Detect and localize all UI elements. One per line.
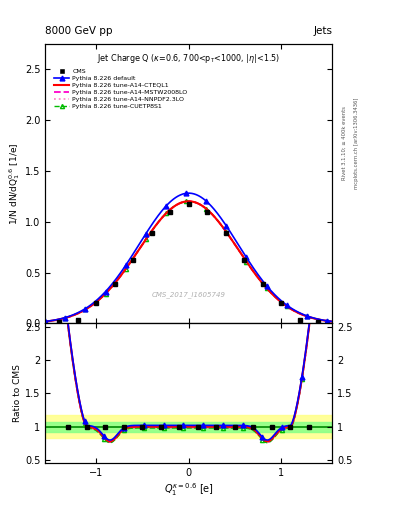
- Y-axis label: 1/N dN/dQ$_1^{0.6}$ [1/e]: 1/N dN/dQ$_1^{0.6}$ [1/e]: [7, 142, 22, 225]
- Text: CMS_2017_I1605749: CMS_2017_I1605749: [152, 291, 226, 298]
- Legend: CMS, Pythia 8.226 default, Pythia 8.226 tune-A14-CTEQL1, Pythia 8.226 tune-A14-M: CMS, Pythia 8.226 default, Pythia 8.226 …: [51, 66, 190, 111]
- Text: Jets: Jets: [313, 26, 332, 36]
- Y-axis label: Ratio to CMS: Ratio to CMS: [13, 365, 22, 422]
- Text: Rivet 3.1.10; ≥ 400k events: Rivet 3.1.10; ≥ 400k events: [342, 106, 347, 180]
- Bar: [45, 422, 332, 432]
- Text: mcplots.cern.ch [arXiv:1306.3436]: mcplots.cern.ch [arXiv:1306.3436]: [354, 98, 359, 189]
- Bar: [45, 415, 332, 438]
- X-axis label: $Q_1^{\kappa=0.6}$ [e]: $Q_1^{\kappa=0.6}$ [e]: [163, 481, 214, 498]
- Text: 8000 GeV pp: 8000 GeV pp: [45, 26, 113, 36]
- Text: Jet Charge Q ($\kappa$=0.6, 700<p$_\mathrm{T}$<1000, |$\eta$|<1.5): Jet Charge Q ($\kappa$=0.6, 700<p$_\math…: [97, 52, 280, 65]
